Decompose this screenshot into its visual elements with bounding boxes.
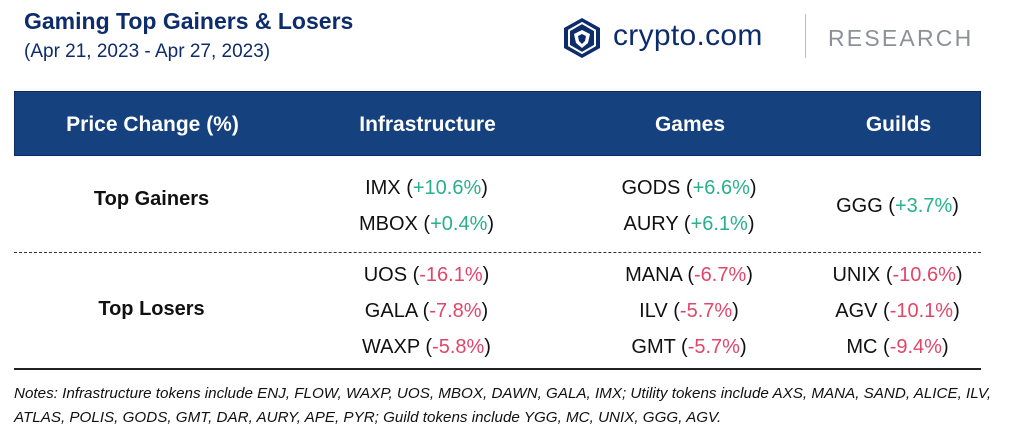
token-entry: AGV (-10.1%) (835, 299, 960, 322)
token-symbol: ILV (639, 299, 668, 322)
token-symbol: AGV (835, 299, 878, 322)
row-label-top-losers: Top Losers (98, 298, 205, 320)
token-symbol: GALA (364, 299, 418, 322)
token-entry: ILV (-5.7%) (639, 299, 739, 322)
token-symbol: AURY (623, 212, 679, 235)
price-change-value: -10.1% (889, 299, 954, 322)
price-change-value: -6.7% (693, 263, 747, 286)
token-entry: MC (-9.4%) (846, 335, 949, 358)
token-entry: AURY (+6.1%) (623, 212, 755, 235)
losers-guilds-cell: UNIX (-10.6%) AGV (-10.1%) MC (-9.4%) (814, 253, 981, 368)
price-change-value: +3.7% (894, 194, 953, 217)
price-change-value: +0.4% (430, 212, 488, 235)
token-entry: UOS (-16.1%) (363, 263, 490, 286)
row-divider-dashed (14, 252, 981, 253)
token-symbol: UNIX (832, 263, 881, 286)
price-change-value: -5.8% (432, 335, 485, 358)
token-symbol: UOS (363, 263, 408, 286)
token-entry: GGG (+3.7%) (836, 194, 959, 217)
token-symbol: IMX (365, 176, 401, 199)
column-header-infrastructure: Infrastructure (359, 113, 496, 136)
token-symbol: GODS (621, 176, 681, 199)
report-title: Gaming Top Gainers & Losers (24, 8, 354, 34)
price-change-value: +10.6% (412, 176, 482, 199)
token-entry: GODS (+6.6%) (621, 176, 757, 199)
token-entry: MANA (-6.7%) (625, 263, 753, 286)
column-header-price-change: Price Change (%) (66, 113, 239, 136)
token-symbol: WAXP (362, 335, 420, 358)
losers-infrastructure-cell: UOS (-16.1%) GALA (-7.8%) WAXP (-5.8%) (289, 253, 564, 368)
price-change-value: -9.4% (889, 335, 942, 358)
price-change-value: +6.1% (690, 212, 748, 235)
gainers-guilds-cell: GGG (+3.7%) (814, 159, 981, 252)
table-header-row: Price Change (%) Infrastructure Games Gu… (14, 91, 981, 156)
table-bottom-border (14, 368, 981, 370)
price-change-value: -10.6% (892, 263, 956, 286)
gainers-games-cell: GODS (+6.6%) AURY (+6.1%) (564, 159, 814, 252)
brand-name: crypto.com (613, 19, 763, 52)
token-entry: WAXP (-5.8%) (362, 335, 491, 358)
token-symbol: MANA (625, 263, 682, 286)
token-entry: GMT (-5.7%) (631, 335, 747, 358)
token-symbol: MC (846, 335, 878, 358)
token-entry: UNIX (-10.6%) (832, 263, 963, 286)
column-header-guilds: Guilds (865, 113, 932, 136)
losers-games-cell: MANA (-6.7%) ILV (-5.7%) GMT (-5.7%) (564, 253, 814, 368)
price-change-value: +6.6% (692, 176, 750, 199)
table-row-top-gainers: Top Gainers IMX (+10.6%) MBOX (+0.4%) GO… (14, 159, 981, 252)
column-header-games: Games (654, 113, 726, 136)
crypto-com-research-logo: crypto.com RESEARCH (563, 14, 978, 59)
row-label-top-gainers: Top Gainers (93, 188, 210, 210)
gainers-losers-table: Price Change (%) Infrastructure Games Gu… (14, 91, 981, 370)
date-range-subtitle: (Apr 21, 2023 - Apr 27, 2023) (24, 41, 271, 62)
crypto-com-lion-shield-icon (564, 18, 600, 58)
price-change-value: -16.1% (419, 263, 483, 286)
token-symbol: GMT (631, 335, 676, 358)
gainers-infrastructure-cell: IMX (+10.6%) MBOX (+0.4%) (289, 159, 564, 252)
price-change-value: -7.8% (429, 299, 482, 322)
footnote: Notes: Infrastructure tokens include ENJ… (14, 385, 992, 426)
token-symbol: GGG (836, 194, 883, 217)
price-change-value: -5.7% (687, 335, 740, 358)
table-row-top-losers: Top Losers UOS (-16.1%) GALA (-7.8%) WAX… (14, 253, 981, 368)
research-label: RESEARCH (828, 25, 974, 51)
price-change-value: -5.7% (679, 299, 733, 322)
token-entry: MBOX (+0.4%) (358, 212, 495, 235)
token-entry: IMX (+10.6%) (365, 176, 488, 199)
token-entry: GALA (-7.8%) (364, 299, 489, 322)
logo-divider (805, 14, 806, 58)
token-symbol: MBOX (358, 212, 418, 235)
